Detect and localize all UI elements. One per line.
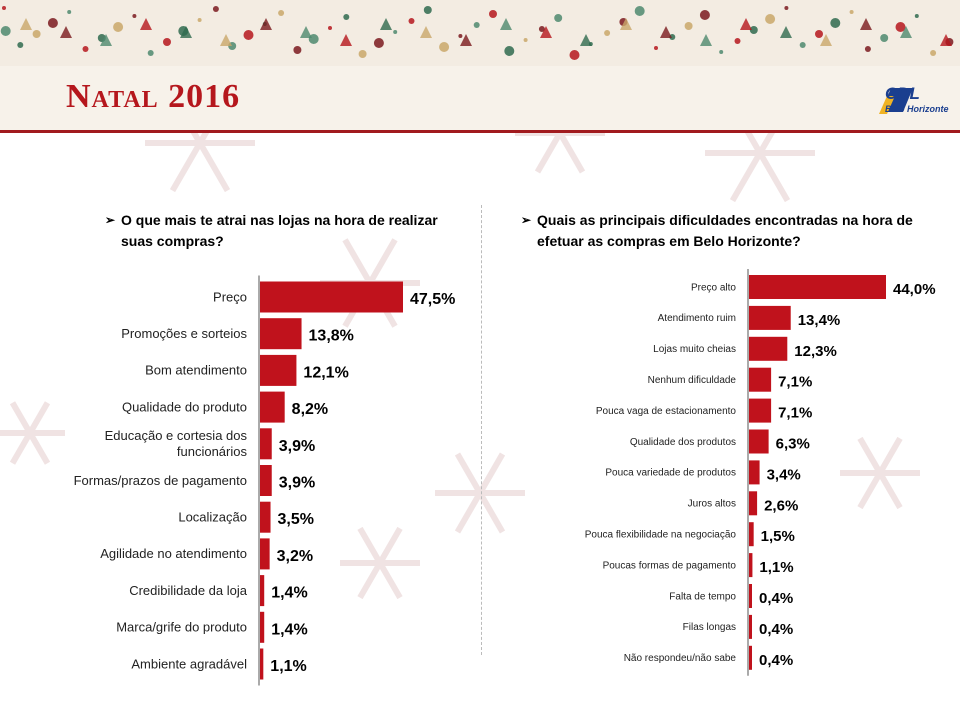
category-label: Preço alto — [691, 282, 736, 293]
bar — [260, 318, 302, 350]
bar — [749, 429, 769, 454]
cdl-logo-icon — [879, 88, 913, 114]
value-label: 47,5% — [410, 291, 455, 308]
page-title: Natal 2016 — [66, 78, 241, 115]
value-label: 12,3% — [794, 343, 837, 360]
bar — [260, 501, 271, 533]
value-label: 6,3% — [776, 436, 810, 453]
category-label: Promoções e sorteios — [121, 326, 247, 341]
banner-ornaments — [0, 6, 954, 60]
value-label: 3,9% — [279, 475, 315, 492]
value-label: 0,4% — [759, 652, 793, 669]
logo-subtext: Belo Horizonte — [885, 104, 949, 114]
bar — [749, 398, 772, 423]
bar — [260, 575, 265, 607]
category-label: Pouca flexibilidade na negociação — [585, 530, 737, 541]
bar — [749, 275, 886, 299]
category-label: Qualidade dos produtos — [630, 437, 736, 448]
value-label: 2,6% — [764, 497, 798, 514]
column-divider — [481, 205, 482, 655]
bar — [749, 614, 752, 639]
category-label: Nenhum dificuldade — [648, 375, 737, 386]
category-label: Pouca vaga de estacionamento — [596, 406, 737, 417]
category-label: Educação e cortesia dos — [105, 428, 248, 443]
value-label: 7,1% — [778, 405, 812, 422]
bar — [260, 354, 297, 386]
bar — [260, 391, 285, 423]
category-label: Juros altos — [688, 499, 736, 510]
category-label: Filas longas — [683, 622, 736, 633]
category-label: Atendimento ruim — [658, 313, 736, 324]
category-label: Formas/prazos de pagamento — [74, 473, 247, 488]
right-question-text: Quais as principais dificuldades encontr… — [537, 212, 913, 249]
category-label: Agilidade no atendimento — [100, 546, 247, 561]
bar — [749, 553, 753, 578]
bar — [749, 305, 791, 330]
category-label: Credibilidade da loja — [129, 583, 248, 598]
category-label: Localização — [178, 510, 247, 525]
value-label: 1,4% — [271, 585, 307, 602]
bar — [260, 611, 265, 643]
background-snowflakes — [0, 133, 920, 600]
value-label: 3,4% — [767, 466, 801, 483]
logo-text: CDL — [885, 84, 920, 103]
value-label: 13,8% — [309, 328, 354, 345]
left-question: ➢ O que mais te atrai nas lojas na hora … — [105, 210, 456, 252]
category-label: Preço — [213, 289, 247, 304]
value-label: 0,4% — [759, 621, 793, 638]
right-question: ➢ Quais as principais dificuldades encon… — [521, 210, 922, 252]
category-label: funcionários — [177, 444, 248, 459]
category-label: Qualidade do produto — [122, 399, 247, 414]
value-label: 3,2% — [277, 548, 313, 565]
value-label: 12,1% — [303, 364, 348, 381]
value-label: 8,2% — [292, 401, 328, 418]
value-label: 3,5% — [278, 511, 314, 528]
bar — [260, 465, 272, 496]
arrow-bullet-icon: ➢ — [105, 213, 116, 227]
category-label: Pouca variedade de produtos — [605, 468, 736, 479]
bar — [260, 538, 270, 570]
category-label: Bom atendimento — [145, 363, 247, 378]
value-label: 3,9% — [279, 438, 315, 455]
value-label: 1,5% — [761, 528, 795, 545]
bar — [749, 367, 772, 392]
bar — [749, 584, 752, 608]
left-question-text: O que mais te atrai nas lojas na hora de… — [121, 212, 438, 249]
bar — [749, 336, 788, 361]
value-label: 7,1% — [778, 374, 812, 391]
bar — [749, 645, 752, 670]
value-label: 13,4% — [798, 312, 841, 329]
bar — [260, 648, 264, 680]
bar — [749, 491, 758, 516]
category-label: Ambiente agradável — [131, 656, 247, 671]
category-label: Marca/grife do produto — [116, 620, 247, 635]
category-label: Lojas muito cheias — [653, 344, 736, 355]
value-label: 44,0% — [893, 281, 936, 298]
category-label: Poucas formas de pagamento — [603, 560, 737, 571]
arrow-bullet-icon: ➢ — [521, 213, 532, 227]
category-label: Falta de tempo — [669, 591, 736, 602]
bar — [749, 522, 754, 547]
value-label: 1,1% — [759, 559, 793, 576]
category-label: Não respondeu/não sabe — [624, 653, 737, 664]
christmas-banner — [0, 0, 960, 66]
value-label: 1,1% — [270, 658, 306, 675]
bar — [749, 460, 760, 485]
bar — [260, 428, 272, 460]
value-label: 0,4% — [759, 590, 793, 607]
value-label: 1,4% — [271, 621, 307, 638]
header-bar — [0, 66, 960, 133]
bar — [260, 281, 403, 313]
